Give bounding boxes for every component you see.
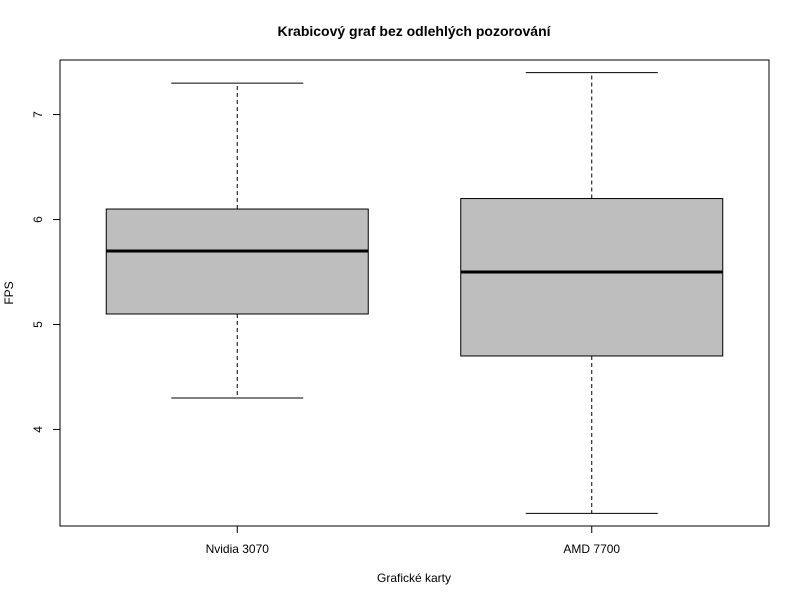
y-tick-label: 7: [31, 111, 45, 118]
box-nvidia-3070: [105, 82, 369, 399]
y-tick-label: 4: [31, 426, 45, 433]
y-axis-label: FPS: [2, 281, 16, 304]
x-axis-label: Grafické karty: [377, 571, 451, 585]
iqr-box: [105, 208, 369, 315]
box-amd-7700: [460, 72, 724, 514]
x-tick-label: AMD 7700: [563, 542, 620, 556]
y-tick-label: 5: [31, 321, 45, 328]
x-tick-label: Nvidia 3070: [206, 542, 270, 556]
iqr-box: [460, 198, 724, 357]
y-axis: 4 5 6 7: [31, 111, 61, 433]
x-axis: Nvidia 3070 AMD 7700: [206, 526, 620, 556]
chart-title: Krabicový graf bez odlehlých pozorování: [277, 23, 551, 39]
plot-marks: [105, 72, 724, 514]
y-tick-label: 6: [31, 216, 45, 223]
